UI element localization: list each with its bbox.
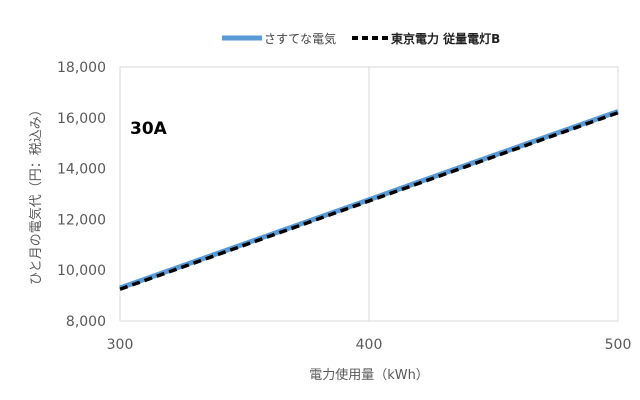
series-layer: [119, 109, 619, 291]
legend: さすてな電気 東京電力 従量電灯B: [222, 31, 500, 46]
y-tick-label: 18,000: [57, 60, 106, 76]
chart-annotation: 30A: [130, 119, 168, 139]
x-axis-title: 電力使用量（kWh）: [309, 367, 429, 383]
x-tick-label: 500: [605, 337, 632, 353]
x-tick-label: 400: [356, 337, 383, 353]
y-tick-label: 12,000: [57, 212, 106, 228]
x-tick-label: 300: [107, 337, 134, 353]
y-tick-label: 8,000: [66, 314, 106, 330]
legend-label-series-2: 東京電力 従量電灯B: [391, 31, 500, 46]
legend-label-series-1: さすてな電気: [264, 31, 336, 46]
y-tick-label: 16,000: [57, 111, 106, 127]
series-line-2: [119, 111, 619, 291]
y-axis-ticks: 8,000 10,000 12,000 14,000 16,000 18,000: [57, 60, 106, 330]
x-axis-ticks: 300 400 500: [107, 337, 632, 353]
y-tick-label: 10,000: [57, 263, 106, 279]
y-axis-title: ひと月の電気代（円：税込み）: [28, 103, 44, 285]
y-tick-label: 14,000: [57, 162, 106, 178]
